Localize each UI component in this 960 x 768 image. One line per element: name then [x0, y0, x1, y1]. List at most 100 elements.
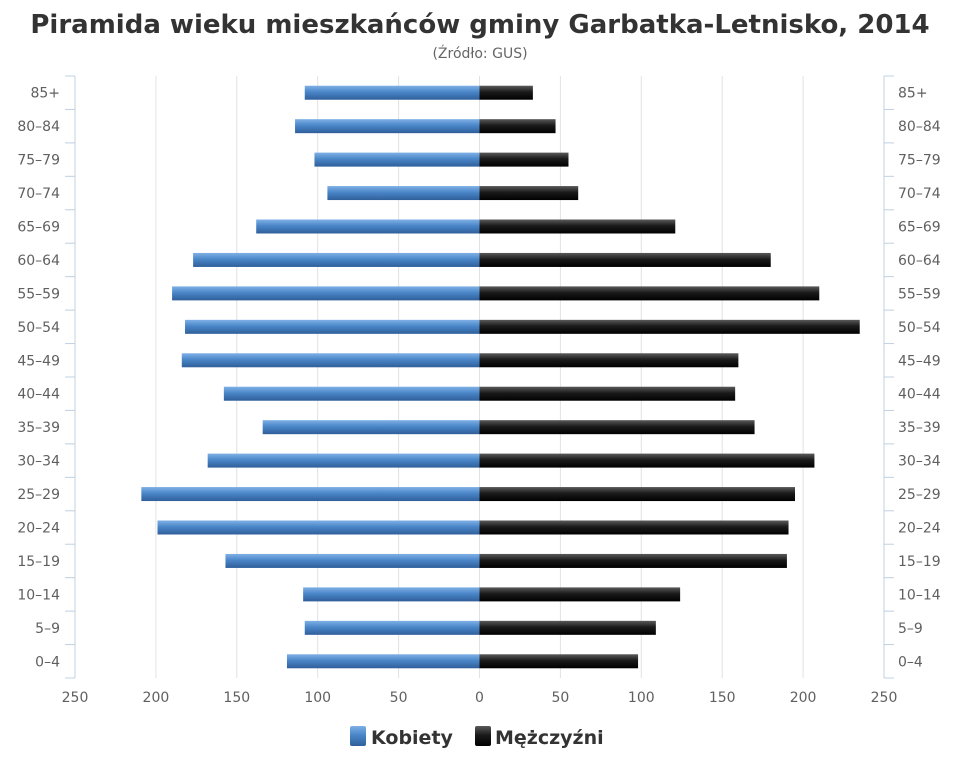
legend-swatch-men	[475, 726, 491, 746]
bar-men[interactable]	[479, 520, 789, 535]
legend-item-men[interactable]: Mężczyźni	[475, 726, 604, 749]
x-tick-label: 150	[709, 690, 736, 706]
bar-men[interactable]	[479, 654, 639, 669]
bar-men[interactable]	[479, 487, 796, 502]
x-tick-label: 0	[475, 690, 484, 706]
bar-men[interactable]	[479, 219, 676, 234]
bar-women[interactable]	[303, 587, 480, 602]
legend-item-women[interactable]: Kobiety	[350, 726, 454, 749]
y-tick-label-right: 20–24	[898, 521, 941, 537]
x-tick-label: 250	[62, 690, 89, 706]
y-tick-label-right: 5–9	[898, 621, 923, 637]
bar-women[interactable]	[286, 654, 480, 669]
bar-men[interactable]	[479, 620, 656, 635]
y-tick-label-left: 70–74	[17, 186, 60, 202]
bar-women[interactable]	[185, 319, 480, 334]
chart-title: Piramida wieku mieszkańców gminy Garbatk…	[30, 10, 929, 40]
y-tick-label-left: 30–34	[17, 454, 60, 470]
bar-women[interactable]	[314, 152, 480, 167]
bar-women[interactable]	[181, 353, 480, 368]
y-tick-label-right: 25–29	[898, 487, 941, 503]
y-tick-label-left: 65–69	[17, 220, 60, 236]
bar-men[interactable]	[479, 587, 681, 602]
grid-lines	[155, 76, 804, 678]
bar-women[interactable]	[327, 186, 480, 201]
y-tick-label-right: 65–69	[898, 220, 941, 236]
bar-men[interactable]	[479, 386, 736, 401]
bar-women[interactable]	[141, 487, 480, 502]
y-tick-label-left: 40–44	[17, 387, 60, 403]
legend: Kobiety Mężczyźni	[350, 726, 604, 749]
y-tick-label-left: 15–19	[17, 554, 60, 570]
bar-women[interactable]	[295, 119, 480, 134]
x-tick-labels: 250 200 150 100 50 0 50 100 150 200 250	[62, 690, 898, 706]
y-tick-label-left: 45–49	[17, 353, 60, 369]
y-tick-label-left: 50–54	[17, 320, 60, 336]
y-tick-label-right: 30–34	[898, 454, 941, 470]
bar-men[interactable]	[479, 319, 860, 334]
bar-women[interactable]	[157, 520, 480, 535]
bar-women[interactable]	[207, 453, 480, 468]
y-tick-label-left: 5–9	[35, 621, 60, 637]
bar-women[interactable]	[193, 252, 480, 267]
bar-women[interactable]	[256, 219, 480, 234]
x-tick-label: 100	[628, 690, 655, 706]
y-tick-labels-right: 85+ 80–84 75–79 70–74 65–69 60–64 55–59 50–54 45…	[898, 86, 941, 671]
y-tick-label-left: 20–24	[17, 521, 60, 537]
bar-men[interactable]	[479, 186, 579, 201]
bar-men[interactable]	[479, 286, 820, 301]
bar-women[interactable]	[304, 85, 480, 100]
bar-women[interactable]	[172, 286, 480, 301]
y-tick-label-right: 70–74	[898, 186, 941, 202]
y-tick-label-right: 60–64	[898, 253, 941, 269]
y-tick-label-left: 10–14	[17, 587, 60, 603]
x-tick-label: 100	[304, 690, 331, 706]
y-tick-label-right: 55–59	[898, 286, 941, 302]
bar-men[interactable]	[479, 152, 569, 167]
bar-men[interactable]	[479, 119, 556, 134]
legend-swatch-women	[350, 726, 366, 746]
bar-women[interactable]	[223, 386, 480, 401]
y-tick-label-left: 75–79	[17, 153, 60, 169]
legend-label-men: Mężczyźni	[495, 727, 604, 749]
y-tick-label-right: 80–84	[898, 119, 941, 135]
y-tick-label-right: 15–19	[898, 554, 941, 570]
y-tick-label-right: 10–14	[898, 587, 941, 603]
y-tick-label-left: 60–64	[17, 253, 60, 269]
y-tick-label-left: 0–4	[35, 654, 60, 670]
x-tick-label: 150	[223, 690, 250, 706]
legend-label-women: Kobiety	[371, 727, 454, 749]
y-tick-label-left: 35–39	[17, 420, 60, 436]
y-tick-label-right: 45–49	[898, 353, 941, 369]
y-tick-label-right: 85+	[898, 86, 928, 102]
y-tick-label-left: 55–59	[17, 286, 60, 302]
bar-men[interactable]	[479, 252, 771, 267]
y-tick-label-left: 85+	[30, 86, 60, 102]
y-tick-label-right: 0–4	[898, 654, 923, 670]
bars	[141, 85, 860, 669]
bar-men[interactable]	[479, 420, 755, 435]
y-tick-label-left: 25–29	[17, 487, 60, 503]
bar-men[interactable]	[479, 353, 739, 368]
x-tick-label: 50	[551, 690, 569, 706]
bar-men[interactable]	[479, 453, 815, 468]
x-tick-label: 50	[390, 690, 408, 706]
x-tick-label: 200	[143, 690, 170, 706]
bar-men[interactable]	[479, 553, 787, 568]
y-tick-label-right: 35–39	[898, 420, 941, 436]
y-tick-labels-left: 85+ 80–84 75–79 70–74 65–69 60–64 55–59 50–54 45…	[17, 86, 60, 671]
y-tick-label-right: 75–79	[898, 153, 941, 169]
axes	[65, 75, 894, 679]
chart-subtitle: (Źródło: GUS)	[432, 44, 527, 62]
y-tick-label-right: 50–54	[898, 320, 941, 336]
y-tick-label-left: 80–84	[17, 119, 60, 135]
x-tick-label: 250	[871, 690, 898, 706]
y-tick-label-right: 40–44	[898, 387, 941, 403]
bar-men[interactable]	[479, 85, 533, 100]
bar-women[interactable]	[225, 553, 480, 568]
bar-women[interactable]	[262, 420, 480, 435]
bar-women[interactable]	[304, 620, 480, 635]
x-tick-label: 200	[790, 690, 817, 706]
